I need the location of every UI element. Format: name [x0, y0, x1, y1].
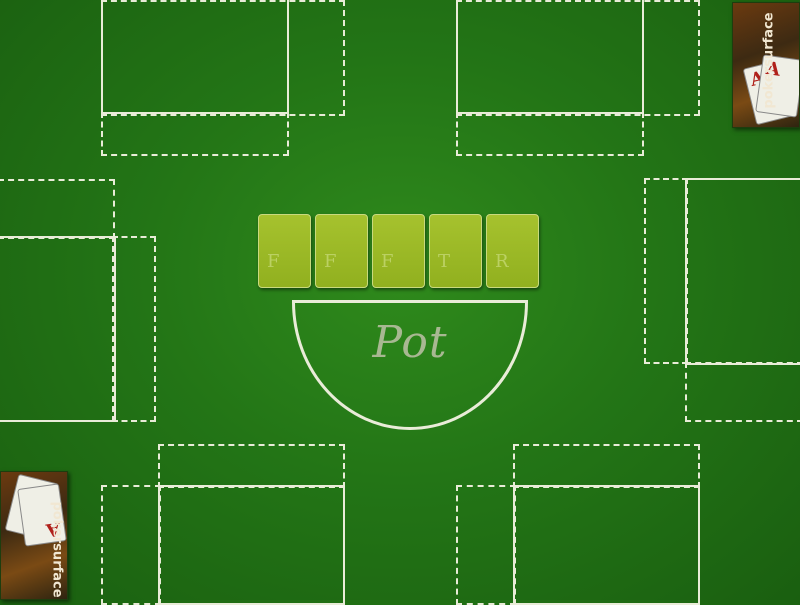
seat-5-chip-area: [101, 485, 161, 605]
card-slot-label: F: [324, 251, 337, 272]
board-card-turn: T: [429, 214, 482, 288]
card-slot-label: R: [495, 251, 509, 272]
board-card-flop-1: F: [258, 214, 311, 288]
seat-2-chip-area: [456, 112, 644, 156]
board-card-flop-2: F: [315, 214, 368, 288]
logo-brand-text: pokersurface: [761, 12, 777, 109]
card-slot-label: F: [381, 251, 394, 272]
seat-4-chip-area: [685, 362, 800, 422]
board-card-flop-3: F: [372, 214, 425, 288]
seat-5-box[interactable]: [158, 485, 345, 605]
logo-brand-text: pokersurface: [49, 501, 65, 598]
seat-3-chip-area: [112, 236, 156, 422]
pot-area: Pot: [292, 300, 528, 430]
seat-6-chip-area: [456, 485, 516, 605]
card-slot-label: F: [267, 251, 280, 272]
seat-6-box[interactable]: [513, 485, 700, 605]
seat-4-box[interactable]: [685, 178, 800, 365]
seat-5-bet-area: [158, 444, 345, 488]
card-slot-label: T: [438, 251, 451, 272]
seat-3-bet-area: [0, 179, 115, 239]
seat-1-chip-area: [101, 112, 289, 156]
seat-1-box[interactable]: [101, 0, 289, 114]
seat-6-bet-area: [513, 444, 700, 488]
pot-label: Pot: [372, 317, 448, 368]
board-card-river: R: [486, 214, 539, 288]
seat-3-box[interactable]: [0, 236, 116, 422]
pokersurface-logo-bottom: A A pokersurface: [0, 471, 68, 600]
seat-4-bet-area: [644, 178, 688, 364]
pokersurface-logo-top: A A pokersurface: [732, 2, 800, 128]
seat-2-box[interactable]: [456, 0, 644, 114]
